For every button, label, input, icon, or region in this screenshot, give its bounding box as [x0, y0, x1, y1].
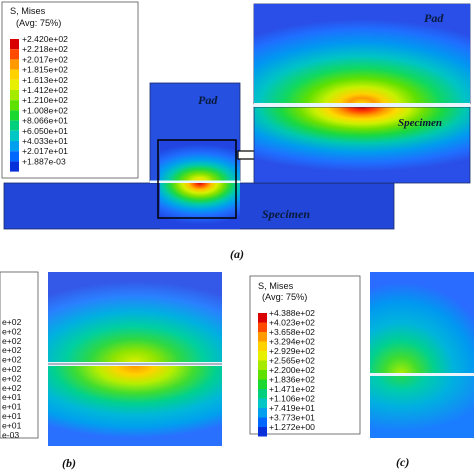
legend-b-value: e-03 [2, 430, 19, 440]
legend-b-values: e+02e+02e+02e+02e+02e+02e+02e+02e+01e+01… [2, 317, 22, 440]
legend-main-swatch [10, 130, 19, 141]
legend-main-swatches: +2.420e+02+2.218e+02+2.017e+02+1.815e+02… [10, 34, 68, 172]
legend-main-value: +1.887e-03 [22, 156, 66, 166]
panel-c-pad [370, 272, 474, 374]
legend-b-value: e+02 [2, 383, 22, 393]
panel-b: e+02e+02e+02e+02e+02e+02e+02e+02e+01e+01… [0, 271, 222, 470]
legend-main-value: +6.050e+01 [22, 126, 68, 136]
pad-zoom-stress [254, 4, 470, 104]
legend-main-value: +1.613e+02 [22, 75, 68, 85]
legend-c-swatch [258, 398, 267, 408]
legend-c-swatch [258, 322, 267, 332]
label-pad-small: Pad [198, 93, 218, 107]
legend-b-value: e+02 [2, 355, 22, 365]
legend-c: S, Mises (Avg: 75%) +4.388e+02+4.023e+02… [249, 275, 361, 437]
legend-b-value: e+01 [2, 402, 22, 412]
legend-main-swatch [10, 49, 19, 60]
legend-c-value: +4.023e+02 [269, 318, 315, 328]
panel-b-specimen [48, 366, 222, 446]
legend-main-swatch [10, 79, 19, 90]
panel-a: S, Mises (Avg: 75%) +2.420e+02+2.218e+02… [1, 1, 471, 261]
legend-main-value: +1.008e+02 [22, 105, 68, 115]
panel-c: S, Mises (Avg: 75%) +4.388e+02+4.023e+02… [249, 272, 474, 469]
specimen-stress-zone [160, 183, 240, 229]
legend-main-value: +2.218e+02 [22, 44, 68, 54]
legend-c-value: +3.294e+02 [269, 337, 315, 347]
legend-main-value: +8.066e+01 [22, 116, 68, 126]
legend-c-title-1: S, Mises [258, 281, 294, 291]
label-specimen-main: Specimen [262, 207, 310, 221]
label-pad-zoom: Pad [424, 11, 444, 25]
legend-main-swatch [10, 59, 19, 70]
legend-c-value: +2.929e+02 [269, 346, 315, 356]
legend-c-value: +4.388e+02 [269, 308, 315, 318]
legend-main-title-2: (Avg: 75%) [16, 18, 61, 28]
legend-c-swatch [258, 360, 267, 370]
legend-b-value: e+02 [2, 345, 22, 355]
legend-c-value: +3.773e+01 [269, 413, 315, 423]
legend-b-value: e+02 [2, 326, 22, 336]
panel-label-c: (c) [396, 455, 409, 469]
legend-c-swatch [258, 341, 267, 351]
legend-main-swatch [10, 90, 19, 101]
panel-label-a: (a) [230, 247, 244, 261]
legend-c-swatch [258, 408, 267, 418]
legend-b-value: e+02 [2, 364, 22, 374]
legend-main-swatch [10, 120, 19, 131]
legend-main-value: +1.210e+02 [22, 95, 68, 105]
contact-line-zoom [254, 103, 470, 107]
panel-label-b: (b) [62, 456, 76, 470]
legend-main-value: +2.420e+02 [22, 34, 68, 44]
zoom-box [157, 139, 237, 219]
panel-b-pad-stress [48, 272, 222, 362]
legend-b-value: e+01 [2, 392, 22, 402]
legend-b-value: e+02 [2, 336, 22, 346]
legend-main-swatch [10, 69, 19, 80]
legend-b-value: e+02 [2, 317, 22, 327]
legend-c-swatch [258, 313, 267, 323]
legend-c-swatch [258, 351, 267, 361]
legend-c-value: +7.419e+01 [269, 403, 315, 413]
legend-b [0, 271, 39, 439]
legend-c-swatch [258, 332, 267, 342]
pad-stress-zone [160, 140, 240, 181]
legend-main-title-1: S, Mises [10, 6, 46, 16]
legend-main-swatch [10, 110, 19, 121]
panel-c-specimen [370, 376, 474, 438]
legend-c-swatch [258, 427, 267, 437]
legend-b-value: e+01 [2, 411, 22, 421]
legend-c-swatch [258, 389, 267, 399]
legend-c-swatches: +4.388e+02+4.023e+02+3.658e+02+3.294e+02… [258, 308, 315, 437]
legend-c-swatch [258, 417, 267, 427]
legend-c-value: +1.272e+00 [269, 422, 315, 432]
legend-main-swatch [10, 141, 19, 152]
legend-c-value: +1.471e+02 [269, 384, 315, 394]
legend-c-value: +2.200e+02 [269, 365, 315, 375]
legend-main-value: +2.017e+01 [22, 146, 68, 156]
legend-main-swatch [10, 151, 19, 162]
legend-b-value: e+01 [2, 420, 22, 430]
label-specimen-zoom: Specimen [398, 117, 442, 129]
legend-main-value: +1.412e+02 [22, 85, 68, 95]
legend-main-value: +2.017e+02 [22, 54, 68, 64]
legend-main-swatch [10, 39, 19, 50]
legend-c-title-2: (Avg: 75%) [262, 292, 307, 302]
legend-main-swatch [10, 100, 19, 111]
legend-main-value: +1.815e+02 [22, 65, 68, 75]
legend-main: S, Mises (Avg: 75%) +2.420e+02+2.218e+02… [1, 1, 139, 179]
contact-line-small [150, 180, 240, 183]
panel-c-contact [370, 373, 474, 376]
legend-main-swatch [10, 161, 19, 172]
legend-c-value: +2.565e+02 [269, 356, 315, 366]
legend-b-value: e+02 [2, 373, 22, 383]
legend-c-swatch [258, 379, 267, 389]
legend-c-value: +3.658e+02 [269, 327, 315, 337]
legend-c-swatch [258, 370, 267, 380]
specimen-zoom [253, 106, 471, 184]
legend-c-value: +1.836e+02 [269, 375, 315, 385]
legend-main-value: +4.033e+01 [22, 136, 68, 146]
legend-c-value: +1.106e+02 [269, 394, 315, 404]
